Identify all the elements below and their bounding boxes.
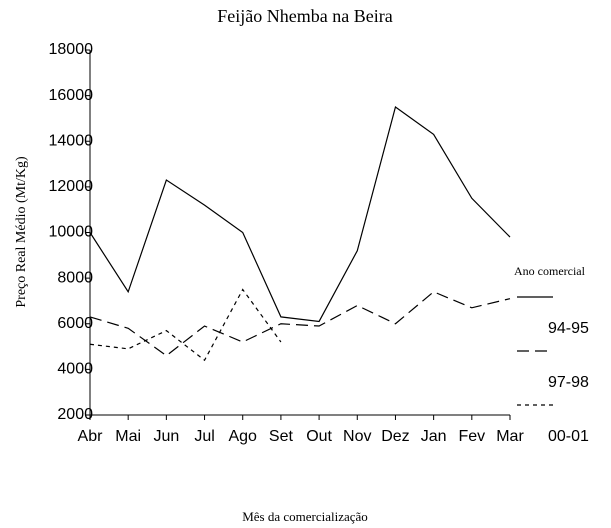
- y-tick-label: 6000: [57, 315, 93, 332]
- x-tick-label: Jan: [421, 428, 447, 445]
- x-tick-label: Out: [306, 428, 332, 445]
- legend-label: 00-01: [548, 428, 589, 445]
- y-tick-label: 18000: [49, 41, 94, 58]
- x-tick-label: Jun: [153, 428, 179, 445]
- y-tick-label: 10000: [49, 224, 94, 241]
- legend-title: Ano comercial: [514, 264, 586, 278]
- series-line: [89, 106, 511, 323]
- x-tick-label: Abr: [78, 428, 104, 445]
- legend-label: 97-98: [548, 374, 589, 391]
- y-tick-label: 12000: [49, 178, 94, 195]
- y-tick-label: 16000: [49, 87, 94, 104]
- x-tick-label: Fev: [458, 428, 485, 445]
- x-tick-label: Nov: [343, 428, 371, 445]
- legend-label: 94-95: [548, 320, 589, 337]
- y-tick-label: 4000: [57, 361, 93, 378]
- y-tick-label: 2000: [57, 406, 93, 423]
- y-tick-label: 14000: [49, 132, 94, 149]
- x-tick-label: Dez: [381, 428, 409, 445]
- x-tick-label: Mai: [115, 428, 141, 445]
- series-line: [89, 288, 282, 362]
- x-tick-label: Set: [269, 428, 294, 445]
- x-axis-label: Mês da comercialização: [242, 509, 368, 524]
- series-line: [89, 291, 511, 357]
- chart-title: Feijão Nhemba na Beira: [217, 6, 392, 26]
- y-tick-label: 8000: [57, 269, 93, 286]
- x-tick-label: Jul: [194, 428, 214, 445]
- x-tick-label: Mar: [496, 428, 524, 445]
- y-axis-label: Preço Real Médio (Mt/Kg): [14, 156, 29, 308]
- x-tick-label: Ago: [228, 428, 257, 445]
